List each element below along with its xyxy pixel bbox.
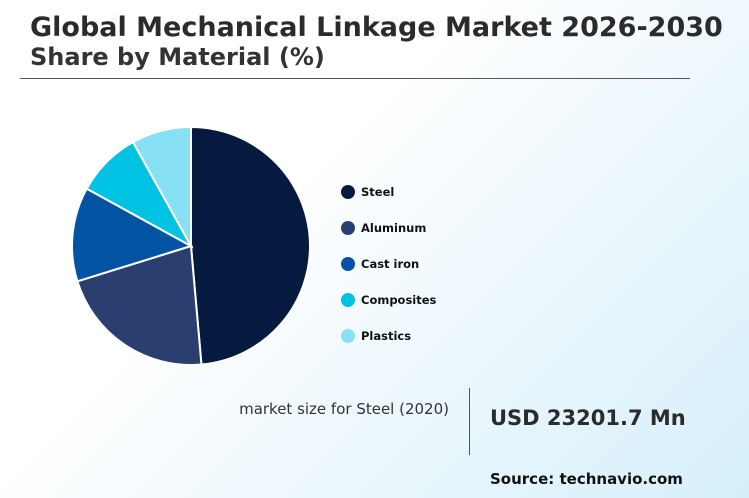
legend-item-steel: Steel: [341, 174, 436, 210]
legend-swatch-aluminum: [341, 221, 355, 235]
legend-swatch-steel: [341, 185, 355, 199]
legend-item-cast-iron: Cast iron: [341, 246, 436, 282]
pie-chart: [71, 125, 311, 366]
legend-item-plastics: Plastics: [341, 318, 436, 354]
pie-slice-aluminum: [76, 244, 203, 366]
legend-label-plastics: Plastics: [361, 329, 412, 343]
stat-divider: [469, 388, 470, 455]
pie-slice-steel: [190, 125, 311, 366]
legend-swatch-cast-iron: [341, 257, 355, 271]
title-divider: [20, 78, 690, 79]
source-credit: Source: technavio.com: [490, 470, 683, 488]
stat-value: USD 23201.7 Mn: [490, 406, 686, 430]
pie-slice-plastics: [131, 125, 192, 250]
legend-label-composites: Composites: [361, 293, 437, 307]
legend-item-composites: Composites: [341, 282, 436, 318]
stat-label: market size for Steel (2020): [239, 400, 449, 418]
legend: Steel Aluminum Cast iron Composites Plastics: [341, 174, 436, 354]
chart-title: Global Mechanical Linkage Market 2026-20…: [30, 12, 723, 43]
legend-item-aluminum: Aluminum: [341, 210, 436, 246]
legend-label-aluminum: Aluminum: [361, 221, 427, 235]
chart-subtitle: Share by Material (%): [30, 43, 325, 71]
legend-label-steel: Steel: [361, 185, 395, 199]
pie-slice-cast-iron: [71, 187, 194, 283]
legend-swatch-plastics: [341, 329, 355, 343]
legend-label-cast-iron: Cast iron: [361, 257, 420, 271]
legend-swatch-composites: [341, 293, 355, 307]
